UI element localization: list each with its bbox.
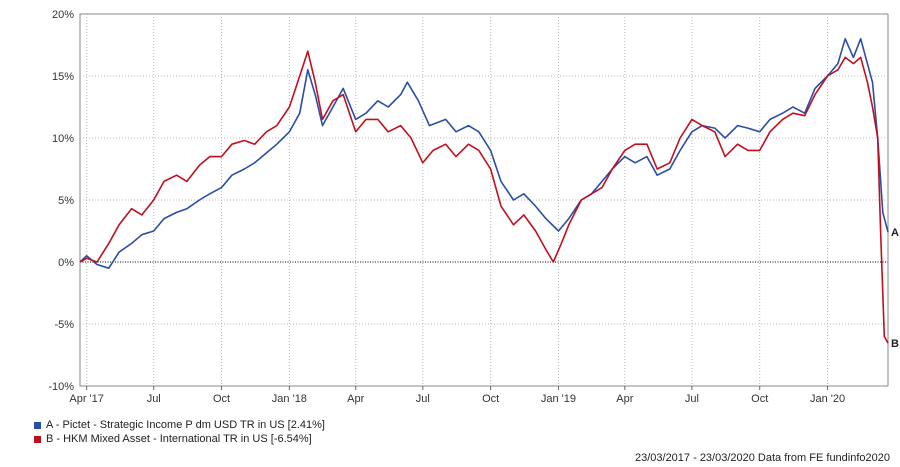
- x-tick-label: Apr '17: [69, 393, 104, 405]
- y-tick-label: -10%: [48, 381, 74, 393]
- x-tick-label: Oct: [213, 393, 230, 405]
- series-line-b: [79, 50, 889, 344]
- x-tick-label: Jan '18: [272, 393, 307, 405]
- x-tick-label: Apr: [616, 393, 633, 405]
- x-tick-label: Jul: [416, 393, 430, 405]
- series-group: AB: [79, 38, 899, 350]
- x-tick-label: Apr: [347, 393, 364, 405]
- x-tick-label: Oct: [482, 393, 499, 405]
- x-tick-label: Jul: [147, 393, 161, 405]
- legend-item-a: A - Pictet - Strategic Income P dm USD T…: [34, 418, 325, 432]
- y-tick-label: 5%: [58, 195, 74, 207]
- plot-area: [79, 13, 889, 387]
- grid: [80, 14, 888, 390]
- y-tick-label: 0%: [58, 257, 74, 269]
- x-tick-label: Oct: [751, 393, 768, 405]
- series-end-label-b: B: [891, 338, 899, 350]
- series-line-a: [79, 38, 889, 269]
- x-tick-label: Jan '20: [810, 393, 845, 405]
- series-end-label-a: A: [891, 227, 899, 239]
- legend-label-a: A - Pictet - Strategic Income P dm USD T…: [46, 419, 325, 431]
- legend-label-b: B - HKM Mixed Asset - International TR i…: [46, 433, 312, 445]
- y-tick-label: 20%: [52, 9, 74, 21]
- legend-item-b: B - HKM Mixed Asset - International TR i…: [34, 432, 325, 446]
- legend-swatch-a: [34, 421, 41, 429]
- x-tick-label: Jan '19: [541, 393, 576, 405]
- y-tick-label: 10%: [52, 133, 74, 145]
- legend: A - Pictet - Strategic Income P dm USD T…: [34, 418, 325, 446]
- x-axis-labels: Apr '17 Jul Oct Jan '18 Apr Jul Oct Jan '19 Apr J…: [69, 393, 845, 405]
- y-tick-label: 15%: [52, 71, 74, 83]
- footer-date-range: 23/03/2017 - 23/03/2020 Data from FE fun…: [634, 452, 890, 464]
- legend-swatch-b: [34, 435, 41, 443]
- x-tick-label: Jul: [685, 393, 699, 405]
- y-axis-labels: 20% 15% 10% 5% 0% -5% -10%: [48, 9, 74, 393]
- y-tick-label: -5%: [54, 319, 74, 331]
